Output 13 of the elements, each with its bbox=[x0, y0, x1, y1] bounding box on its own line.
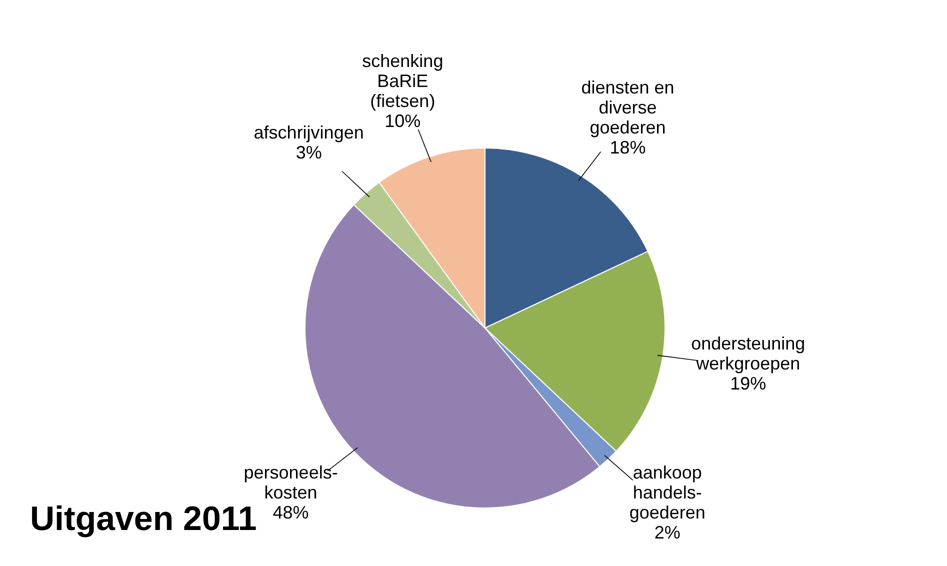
data-label: 3% bbox=[296, 142, 322, 162]
slice-label: schenking BaRiE (fietsen) bbox=[362, 51, 444, 112]
data-label: 2% bbox=[654, 522, 680, 542]
slice-label: aankoop handels- goederen bbox=[629, 462, 706, 522]
slice-label: personeels- kosten bbox=[244, 462, 338, 503]
slice-label: afschrijvingen bbox=[254, 122, 364, 142]
data-label: 19% bbox=[730, 373, 766, 394]
slice-label: ondersteuning werkgroepen bbox=[691, 333, 806, 374]
slice-label: diensten en diverse goederen bbox=[581, 77, 674, 138]
data-label: 18% bbox=[610, 137, 646, 158]
data-label: 48% bbox=[272, 502, 309, 523]
data-label: 10% bbox=[384, 111, 421, 132]
text: Uitgaven 2011 bbox=[30, 500, 257, 538]
